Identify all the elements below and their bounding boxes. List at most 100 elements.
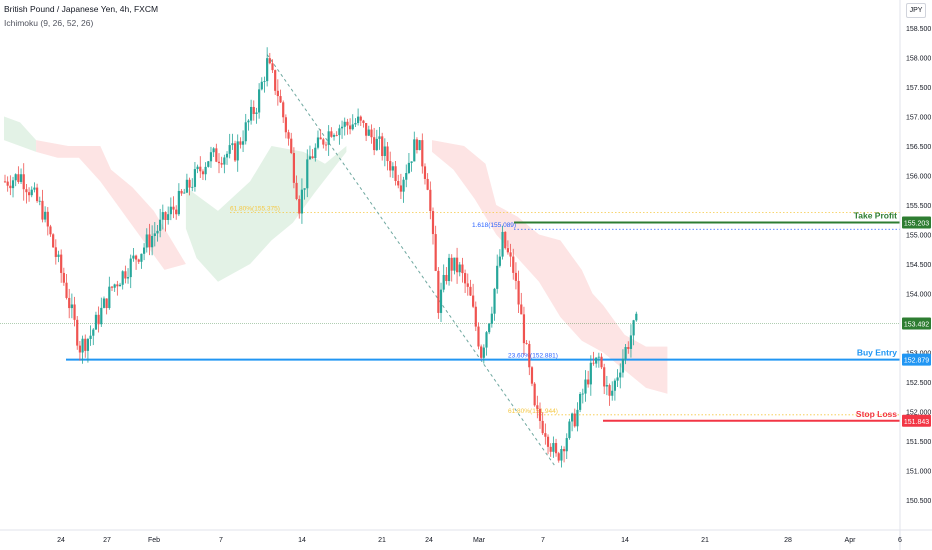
candle-body [108, 286, 111, 309]
candle-body [180, 190, 183, 194]
candle-body [469, 286, 472, 296]
candle-body [632, 320, 635, 336]
candle-body [624, 347, 627, 359]
y-tick-label: 155.000 [906, 233, 931, 240]
candle-body [605, 385, 608, 387]
candle-body [482, 347, 485, 358]
candle-body [525, 343, 528, 344]
candle-body [493, 288, 496, 314]
candle-body [581, 393, 584, 395]
candle-body [153, 233, 156, 236]
candle-body [38, 200, 41, 202]
candle-body [303, 188, 306, 190]
candle-body [506, 248, 509, 253]
candle-body [62, 272, 65, 283]
candle-body [54, 247, 57, 257]
y-tick-label: 151.000 [906, 469, 931, 476]
y-tick-label: 156.500 [906, 144, 931, 151]
buy_entry-label: Buy Entry [857, 348, 897, 358]
candle-body [536, 405, 539, 409]
x-tick-label: 21 [701, 537, 709, 544]
candle-body [92, 329, 95, 336]
candle-body [9, 185, 12, 189]
candle-body [439, 289, 443, 313]
candle-body [621, 358, 625, 373]
candle-body [314, 147, 317, 159]
candle-body [327, 131, 330, 145]
candle-body [354, 123, 357, 125]
cloud-bear [432, 140, 668, 394]
candle-body [11, 180, 15, 189]
candle-body [399, 185, 402, 192]
candle-body [287, 132, 290, 139]
candle-body [522, 314, 526, 344]
candle-body [73, 304, 76, 320]
candle-body [274, 70, 277, 91]
candle-body [423, 166, 427, 179]
candle-body [485, 332, 488, 348]
candle-body [544, 433, 547, 437]
y-tick-label: 158.000 [906, 56, 931, 63]
candle-body [52, 234, 55, 248]
y-tick-label: 151.500 [906, 439, 931, 446]
candle-body [635, 313, 638, 321]
candle-body [517, 280, 520, 305]
candle-body [191, 186, 194, 188]
x-tick-label: 21 [378, 537, 386, 544]
candle-body [450, 257, 453, 271]
stop_loss-label: Stop Loss [856, 409, 897, 419]
candle-body [76, 319, 79, 346]
candle-body [22, 174, 25, 190]
candle-body [397, 180, 400, 186]
candle-body [116, 284, 119, 287]
candle-body [332, 135, 336, 137]
stop_loss-price-tag [902, 414, 931, 427]
candle-body [212, 148, 215, 153]
candle-body [407, 162, 411, 174]
candle-body [480, 346, 483, 358]
candle-body [375, 138, 378, 151]
x-tick-label: 27 [103, 537, 111, 544]
candle-body [84, 338, 87, 351]
candle-body [282, 102, 285, 118]
candle-body [60, 254, 63, 273]
candle-body [217, 161, 221, 164]
indicator-legend[interactable]: Ichimoku (9, 26, 52, 26) [4, 18, 94, 28]
candle-body [595, 357, 598, 364]
candle-body [129, 258, 132, 278]
currency-button[interactable]: JPY [906, 3, 926, 18]
candle-body [57, 254, 60, 257]
stop_loss-price-value: 151.843 [904, 419, 929, 426]
x-tick-label: 24 [57, 537, 65, 544]
candle-body [100, 307, 103, 325]
candle-body [236, 141, 239, 161]
candle-body [86, 338, 90, 351]
candle-body [311, 156, 314, 159]
candle-body [279, 96, 282, 103]
candle-body [447, 257, 451, 282]
candle-body [616, 377, 619, 381]
candle-body [351, 124, 354, 130]
candle-body [437, 270, 440, 313]
candle-body [373, 137, 376, 151]
candle-body [46, 211, 49, 227]
candle-body [370, 129, 373, 138]
candle-body [472, 295, 475, 307]
x-tick-label: 14 [621, 537, 629, 544]
candle-body [474, 306, 477, 327]
x-tick-label: 7 [541, 537, 545, 544]
candle-body [113, 284, 116, 288]
candle-body [199, 166, 202, 172]
candle-body [514, 272, 518, 281]
candle-body [381, 136, 384, 157]
candle-body [239, 141, 242, 145]
candle-body [228, 145, 231, 154]
candle-body [533, 383, 536, 406]
candle-body [308, 156, 312, 160]
candle-body [137, 259, 140, 262]
candle-body [461, 264, 464, 274]
candle-body [600, 356, 603, 368]
cloud-bull [185, 146, 347, 282]
candle-body [576, 409, 579, 427]
